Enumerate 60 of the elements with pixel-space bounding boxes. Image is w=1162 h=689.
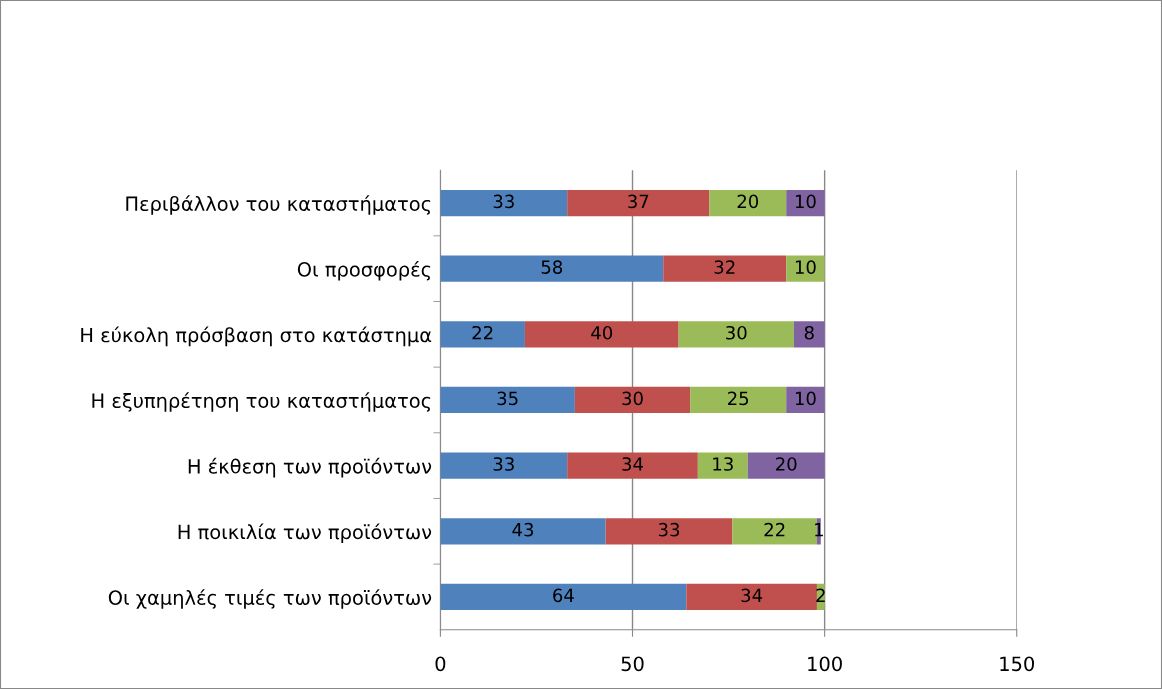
bar <box>663 255 787 282</box>
bar <box>440 255 664 282</box>
x-tick-label: 100 <box>808 656 842 672</box>
bar <box>440 518 606 545</box>
bar <box>793 321 825 348</box>
y-tick-label: Οι χαμηλές τιμές των προϊόντων <box>108 589 432 609</box>
bar <box>440 452 568 479</box>
data-label: 10 <box>795 391 816 406</box>
bar <box>697 452 748 479</box>
data-label: 34 <box>741 588 763 603</box>
data-label: 13 <box>713 457 733 471</box>
y-tick-label: Η εξυπηρέτηση του καταστήματος <box>92 392 431 412</box>
y-tick-label: Περιβάλλον του καταστήματος <box>126 195 431 215</box>
data-label: 22 <box>472 325 493 340</box>
x-tick-label: 50 <box>621 656 644 672</box>
y-tick-label: Η έκθεση των προϊόντων <box>188 457 432 478</box>
bar <box>440 386 575 414</box>
bar <box>686 583 817 611</box>
x-tick-label: 0 <box>435 656 446 672</box>
data-label: 20 <box>776 457 797 471</box>
data-label: 58 <box>541 260 563 274</box>
data-label: 25 <box>728 391 749 406</box>
y-tick-label: Οι προσφορές <box>297 260 431 281</box>
bar <box>786 255 825 282</box>
bar <box>732 518 817 545</box>
bar <box>524 321 679 348</box>
data-label: 10 <box>795 194 816 209</box>
data-label: 32 <box>714 260 735 274</box>
data-label: 2 <box>816 588 825 602</box>
data-label: 37 <box>628 194 649 209</box>
bar <box>605 518 733 545</box>
data-label: 30 <box>622 391 643 406</box>
data-label: 8 <box>804 325 814 340</box>
data-label: 10 <box>795 260 816 274</box>
data-label: 33 <box>658 522 680 537</box>
data-label: 34 <box>622 457 643 471</box>
data-label: 40 <box>591 325 613 340</box>
data-label: 35 <box>497 391 518 406</box>
data-label: 64 <box>553 588 574 603</box>
bar <box>690 386 787 414</box>
bar <box>786 189 825 217</box>
y-tick-label: Η εύκολη πρόσβαση στο κατάστημα <box>81 326 432 347</box>
bar <box>440 189 568 217</box>
bar <box>567 189 710 217</box>
data-label: 43 <box>512 522 534 537</box>
data-label: 20 <box>737 194 759 209</box>
bar <box>747 452 825 479</box>
bar <box>567 452 698 479</box>
data-label: 22 <box>764 522 785 537</box>
data-label: 33 <box>493 194 514 209</box>
bar <box>440 321 525 348</box>
bar <box>574 386 691 414</box>
data-label: 33 <box>493 457 514 471</box>
data-label: 30 <box>726 325 747 340</box>
x-tick-label: 150 <box>1000 656 1035 672</box>
bar <box>709 189 787 217</box>
y-tick-label: Η ποικιλία των προϊόντων <box>178 523 432 544</box>
bar <box>678 321 794 348</box>
bar <box>440 583 687 611</box>
bar <box>786 386 825 414</box>
